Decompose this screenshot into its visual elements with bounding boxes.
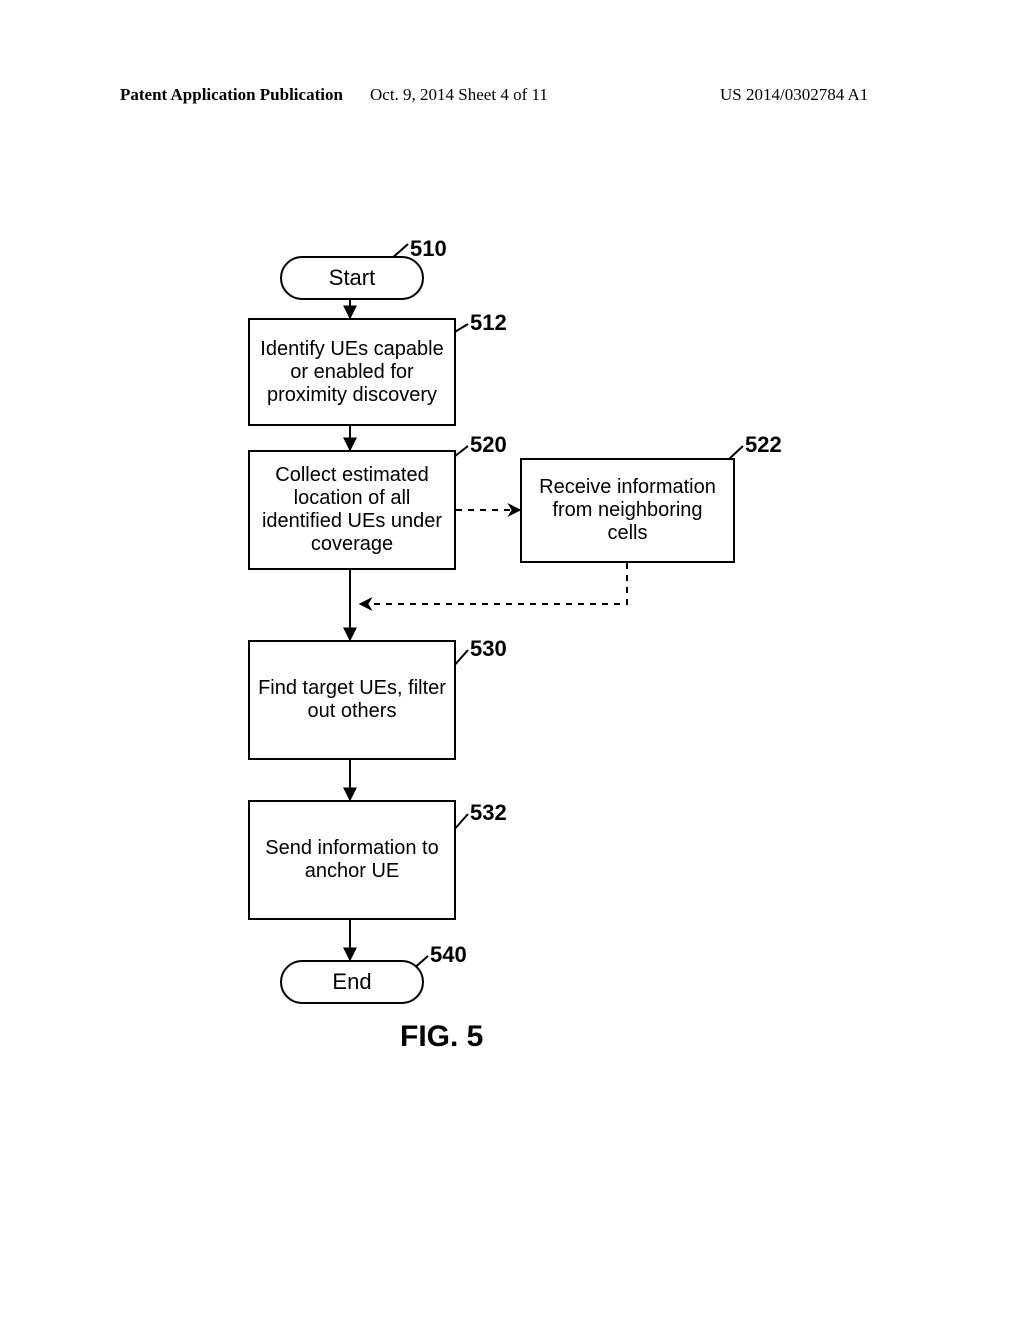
flow-ref-collect: 520: [470, 432, 507, 458]
flow-node-identify: Identify UEs capable or enabled for prox…: [248, 318, 456, 426]
flow-node-end: End: [280, 960, 424, 1004]
figure-caption: FIG. 5: [400, 1020, 483, 1054]
flow-node-receive: Receive information from neighboring cel…: [520, 458, 735, 563]
flow-ref-start: 510: [410, 236, 447, 262]
flow-ref-send: 532: [470, 800, 507, 826]
flow-ref-find: 530: [470, 636, 507, 662]
flow-ref-receive: 522: [745, 432, 782, 458]
flow-node-send: Send information to anchor UE: [248, 800, 456, 920]
flowchart-connectors: [0, 0, 1024, 1320]
flow-ref-end: 540: [430, 942, 467, 968]
flowchart-diagram: Start Identify UEs capable or enabled for…: [0, 0, 1024, 1320]
flow-ref-identify: 512: [470, 310, 507, 336]
flow-node-collect: Collect estimated location of all identi…: [248, 450, 456, 570]
flow-node-start: Start: [280, 256, 424, 300]
flow-node-find: Find target UEs, filter out others: [248, 640, 456, 760]
